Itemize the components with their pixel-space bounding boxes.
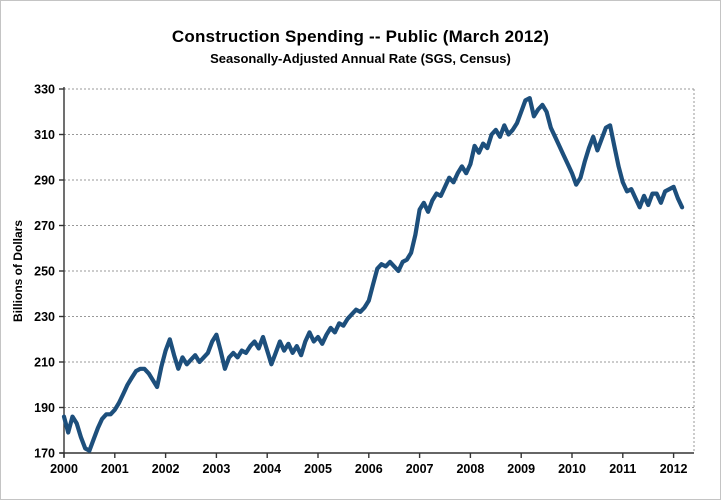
x-tick-label: 2006 <box>355 462 383 476</box>
y-tick-label: 310 <box>34 128 55 142</box>
x-tick-label: 2010 <box>558 462 586 476</box>
chart-subtitle: Seasonally-Adjusted Annual Rate (SGS, Ce… <box>210 51 511 66</box>
y-tick-label: 210 <box>34 356 55 370</box>
x-tick-label: 2005 <box>304 462 332 476</box>
y-tick-label: 170 <box>34 447 55 461</box>
x-tick-label: 2003 <box>202 462 230 476</box>
x-tick-label: 2000 <box>50 462 78 476</box>
x-tick-label: 2004 <box>253 462 281 476</box>
y-tick-label: 330 <box>34 83 55 97</box>
y-tick-label: 270 <box>34 219 55 233</box>
y-tick-label: 250 <box>34 265 55 279</box>
x-tick-label: 2011 <box>609 462 636 476</box>
x-tick-label: 2009 <box>507 462 535 476</box>
chart-title: Construction Spending -- Public (March 2… <box>171 27 550 46</box>
x-tick-label: 2008 <box>456 462 484 476</box>
y-tick-label: 230 <box>34 310 55 324</box>
x-tick-label: 2001 <box>101 462 129 476</box>
x-tick-label: 2007 <box>406 462 434 476</box>
y-tick-label: 190 <box>34 401 55 415</box>
x-tick-label: 2012 <box>660 462 688 476</box>
x-tick-label: 2002 <box>152 462 180 476</box>
y-tick-label: 290 <box>34 174 55 188</box>
spending-line <box>61 95 685 453</box>
